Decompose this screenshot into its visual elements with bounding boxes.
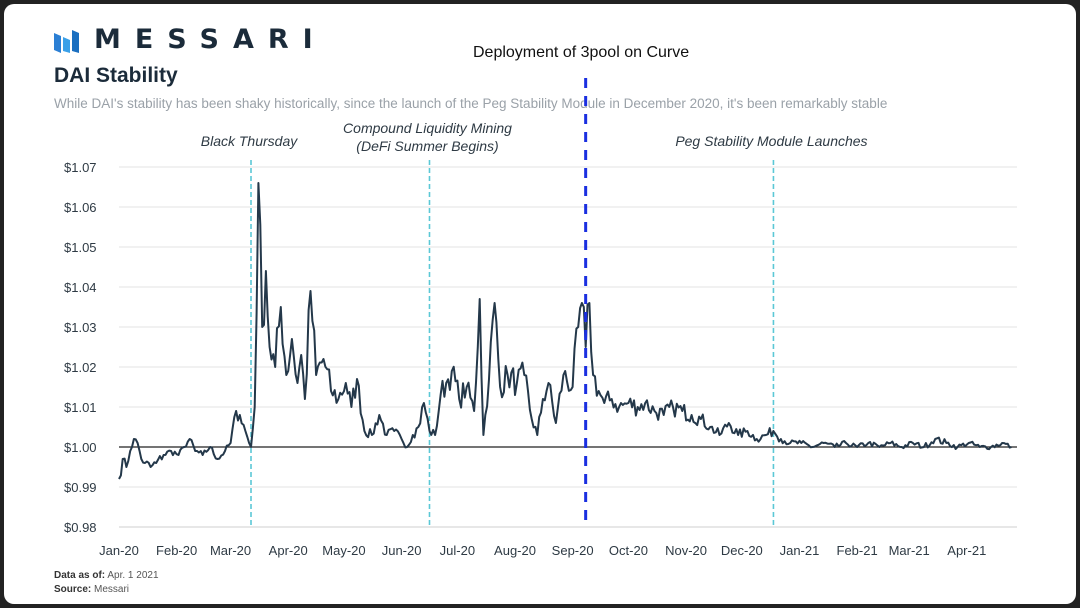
data-source-value: Messari <box>94 584 130 595</box>
y-tick-label: $1.03 <box>64 320 97 335</box>
overlay-event-label: Deployment of 3pool on Curve <box>473 44 690 61</box>
data-as-of-key: Data as of: <box>54 570 106 581</box>
y-tick-label: $1.06 <box>64 200 97 215</box>
chart-title: DAI Stability <box>54 64 178 87</box>
x-tick-label: Apr-20 <box>269 543 308 558</box>
x-tick-label: Oct-20 <box>609 543 648 558</box>
x-tick-label: Apr-21 <box>947 543 986 558</box>
event-label: Compound Liquidity Mining (DeFi Summer Be… <box>343 120 512 154</box>
y-tick-label: $1.04 <box>64 280 97 295</box>
data-source: Source: Messari <box>54 584 129 595</box>
x-tick-label: Jan-21 <box>780 543 820 558</box>
x-tick-label: Jun-20 <box>382 543 422 558</box>
messari-logo-icon <box>54 29 79 53</box>
data-source-key: Source: <box>54 584 92 595</box>
y-tick-label: $0.98 <box>64 520 97 535</box>
data-as-of: Data as of: Apr. 1 2021 <box>54 570 159 581</box>
brand: MESSARI <box>54 24 327 55</box>
x-tick-label: Mar-21 <box>889 543 930 558</box>
chart-card: MESSARI DAI Stability While DAI's stabil… <box>4 4 1076 604</box>
y-tick-label: $1.05 <box>64 240 97 255</box>
y-tick-label: $1.02 <box>64 360 97 375</box>
dai-price-line <box>118 182 1012 480</box>
x-tick-label: Jul-20 <box>440 543 475 558</box>
x-tick-label: Feb-21 <box>837 543 878 558</box>
x-tick-label: Feb-20 <box>156 543 197 558</box>
y-tick-label: $1.01 <box>64 400 97 415</box>
chart-subtitle: While DAI's stability has been shaky his… <box>54 96 888 111</box>
brand-wordmark: MESSARI <box>94 24 327 55</box>
x-tick-label: Dec-20 <box>721 543 763 558</box>
x-tick-label: May-20 <box>322 543 365 558</box>
x-tick-label: Aug-20 <box>494 543 536 558</box>
x-tick-label: Jan-20 <box>99 543 139 558</box>
x-tick-label: Sep-20 <box>552 543 594 558</box>
x-tick-label: Nov-20 <box>665 543 707 558</box>
y-tick-label: $0.99 <box>64 480 97 495</box>
event-label: Peg Stability Module Launches <box>675 133 867 149</box>
y-tick-label: $1.07 <box>64 160 97 175</box>
x-tick-label: Mar-20 <box>210 543 251 558</box>
event-label: Black Thursday <box>201 133 298 149</box>
data-as-of-value: Apr. 1 2021 <box>107 570 159 581</box>
y-tick-label: $1.00 <box>64 440 97 455</box>
